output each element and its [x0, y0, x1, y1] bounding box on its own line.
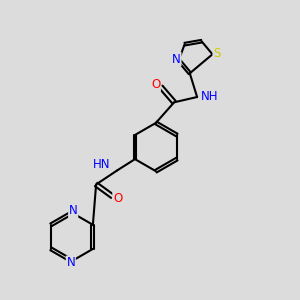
Text: N: N [69, 205, 77, 218]
Text: O: O [151, 78, 160, 92]
Text: N: N [172, 52, 181, 65]
Text: S: S [213, 47, 220, 60]
Text: HN: HN [92, 158, 110, 171]
Text: N: N [66, 256, 75, 269]
Text: O: O [113, 192, 122, 205]
Text: NH: NH [201, 90, 218, 103]
